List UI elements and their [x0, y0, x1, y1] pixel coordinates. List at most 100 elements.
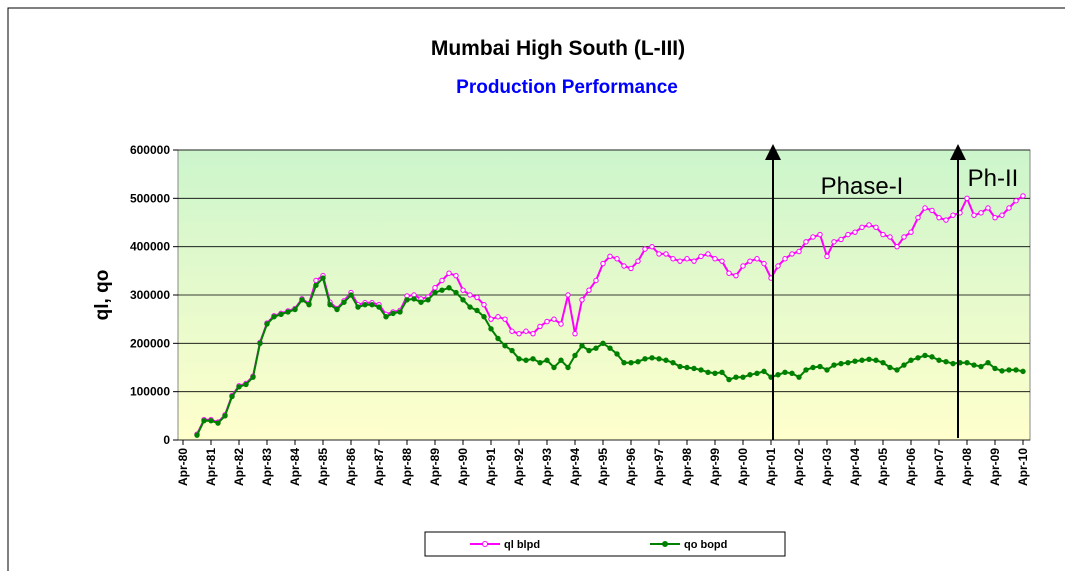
x-tick-label: Apr-08 [960, 448, 974, 486]
data-point [831, 239, 837, 245]
data-point [978, 363, 984, 370]
y-tick-label: 400000 [130, 240, 170, 254]
x-tick-label: Apr-04 [848, 448, 862, 486]
data-point [516, 330, 522, 337]
data-point [726, 270, 732, 276]
data-point [859, 224, 865, 231]
y-tick-label: 500000 [130, 191, 170, 205]
series [194, 193, 1026, 438]
data-point [677, 363, 683, 370]
data-point [327, 301, 333, 308]
data-point [572, 330, 578, 337]
data-point [922, 352, 928, 359]
data-point [712, 370, 718, 376]
x-tick-label: Apr-88 [400, 448, 414, 486]
data-point [544, 318, 550, 325]
legend-marker [482, 541, 488, 547]
data-point [838, 236, 844, 243]
data-point [796, 374, 802, 380]
x-tick-label: Apr-99 [708, 448, 722, 486]
data-point [803, 239, 809, 245]
data-point [523, 328, 529, 334]
data-point [1006, 205, 1012, 211]
data-point [250, 374, 256, 380]
data-point [852, 229, 858, 235]
data-point [880, 231, 886, 238]
data-point [467, 304, 473, 310]
data-point [215, 420, 221, 426]
data-point [691, 258, 697, 264]
data-point [719, 258, 725, 264]
data-point [229, 393, 235, 400]
data-point [894, 367, 900, 373]
data-point [866, 222, 872, 228]
data-point [712, 256, 718, 262]
data-point [894, 243, 900, 250]
data-point [474, 294, 480, 301]
data-point [194, 432, 200, 438]
data-point [404, 297, 410, 303]
data-point [502, 316, 508, 322]
data-point [439, 277, 445, 284]
data-point [551, 364, 557, 371]
x-tick-label: Apr-92 [512, 448, 526, 486]
data-point [201, 417, 207, 424]
data-point [740, 374, 746, 380]
data-point [369, 301, 375, 308]
data-point [992, 365, 998, 372]
data-point [509, 347, 515, 354]
data-point [747, 258, 753, 264]
data-point [824, 253, 830, 260]
frame [7, 7, 1065, 576]
x-tick-label: Apr-86 [344, 448, 358, 486]
data-point [572, 352, 578, 359]
data-point [922, 205, 928, 211]
data-point [810, 234, 816, 240]
data-point [761, 368, 767, 375]
data-point [565, 292, 571, 298]
data-point [635, 359, 641, 365]
data-point [887, 234, 893, 240]
data-point [810, 364, 816, 371]
data-point [873, 224, 879, 231]
data-point [523, 357, 529, 363]
y-axis-title: ql, qo [92, 270, 113, 321]
data-point [586, 287, 592, 293]
data-point [278, 311, 284, 318]
data-point [635, 258, 641, 264]
data-point [782, 256, 788, 262]
data-point [530, 330, 536, 337]
data-point [537, 359, 543, 366]
data-point [726, 376, 732, 383]
data-point [586, 347, 592, 354]
data-point [481, 301, 487, 308]
data-point [838, 360, 844, 367]
data-point [761, 260, 767, 267]
data-point [558, 321, 564, 327]
data-point [208, 417, 214, 424]
data-point [530, 356, 536, 362]
x-tick-label: Apr-07 [932, 448, 946, 486]
x-tick-label: Apr-97 [652, 448, 666, 486]
y-tick-label: 600000 [130, 143, 170, 157]
data-point [565, 364, 571, 371]
data-point [971, 212, 977, 218]
data-point [1013, 367, 1019, 373]
data-point [495, 314, 501, 320]
x-tick-label: Apr-05 [876, 448, 890, 486]
data-point [607, 345, 613, 351]
data-point [453, 289, 459, 296]
x-tick-label: Apr-06 [904, 448, 918, 486]
data-point [299, 297, 305, 303]
data-point [936, 214, 942, 221]
data-point [362, 301, 368, 308]
data-point [383, 314, 389, 320]
x-tick-label: Apr-93 [540, 448, 554, 486]
data-point [621, 359, 627, 366]
data-point [1013, 198, 1019, 204]
data-point [719, 369, 725, 376]
data-point [929, 207, 935, 214]
data-point [873, 357, 879, 363]
data-point [999, 368, 1005, 374]
